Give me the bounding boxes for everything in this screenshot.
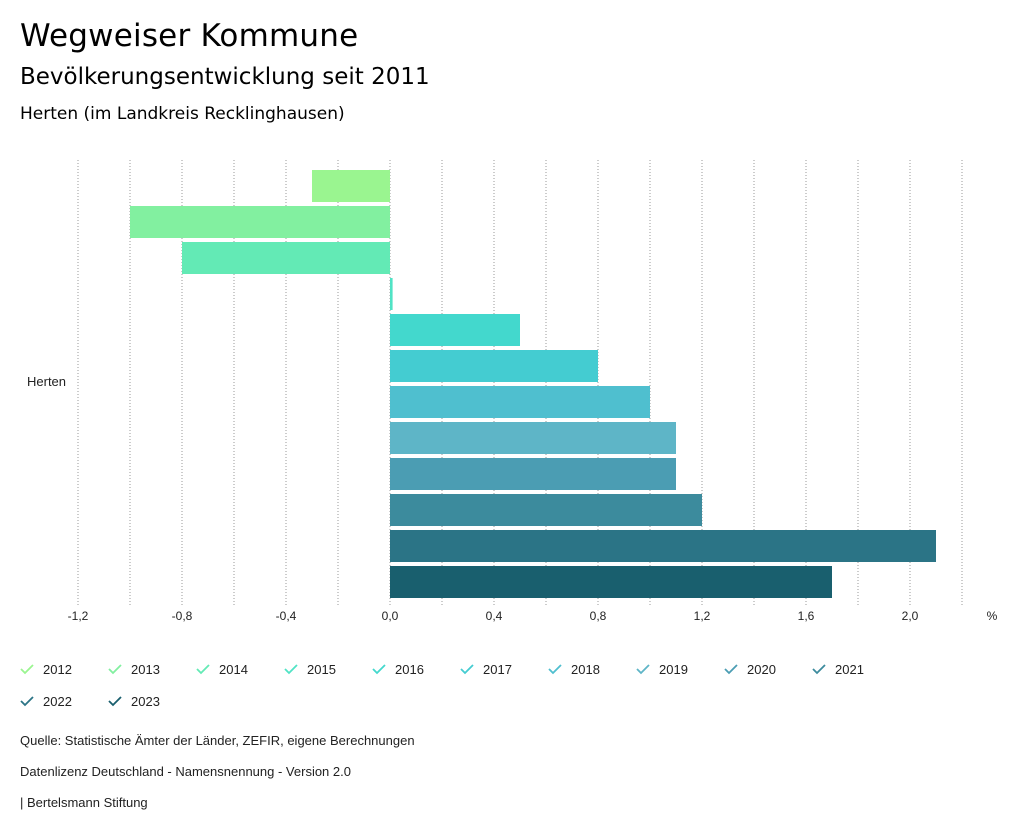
bar-2021[interactable] [390, 494, 702, 526]
check-icon [460, 664, 474, 675]
license-note: Datenlizenz Deutschland - Namensnennung … [20, 764, 351, 779]
legend-label: 2016 [395, 661, 424, 677]
bar-2015[interactable] [390, 278, 393, 310]
bar-2018[interactable] [390, 386, 650, 418]
x-tick-label: 0,0 [382, 609, 399, 623]
bar-2013[interactable] [130, 206, 390, 238]
x-tick-label: -0,4 [276, 609, 297, 623]
check-icon [812, 664, 826, 675]
legend-item-2017[interactable]: 2017 [460, 659, 512, 679]
x-tick-label: 0,4 [486, 609, 503, 623]
legend-label: 2014 [219, 661, 248, 677]
legend-label: 2020 [747, 661, 776, 677]
legend-label: 2022 [43, 693, 72, 709]
bar-2020[interactable] [390, 458, 676, 490]
legend-item-2019[interactable]: 2019 [636, 659, 688, 679]
check-icon [108, 664, 122, 675]
legend-item-2022[interactable]: 2022 [20, 691, 72, 711]
bar-2014[interactable] [182, 242, 390, 274]
legend-label: 2023 [131, 693, 160, 709]
legend-item-2014[interactable]: 2014 [196, 659, 248, 679]
legend-label: 2017 [483, 661, 512, 677]
check-icon [196, 664, 210, 675]
legend-label: 2015 [307, 661, 336, 677]
bar-2023[interactable] [390, 566, 832, 598]
legend-label: 2021 [835, 661, 864, 677]
unit-label: % [987, 609, 998, 623]
legend-label: 2018 [571, 661, 600, 677]
category-label: Herten [27, 374, 66, 389]
x-tick-label: -0,8 [172, 609, 193, 623]
check-icon [108, 696, 122, 707]
legend-label: 2013 [131, 661, 160, 677]
source-note: Quelle: Statistische Ämter der Länder, Z… [20, 733, 415, 748]
x-tick-label: 1,6 [798, 609, 815, 623]
bar-2016[interactable] [390, 314, 520, 346]
x-tick-label: 1,2 [694, 609, 711, 623]
check-icon [284, 664, 298, 675]
x-tick-label: -1,2 [68, 609, 89, 623]
check-icon [636, 664, 650, 675]
legend-label: 2012 [43, 661, 72, 677]
legend-item-2015[interactable]: 2015 [284, 659, 336, 679]
check-icon [372, 664, 386, 675]
legend-item-2013[interactable]: 2013 [108, 659, 160, 679]
check-icon [724, 664, 738, 675]
legend-item-2021[interactable]: 2021 [812, 659, 864, 679]
x-tick-label: 2,0 [902, 609, 919, 623]
region-label: Herten (im Landkreis Recklinghausen) [20, 104, 345, 124]
legend-item-2023[interactable]: 2023 [108, 691, 160, 711]
brand-note: | Bertelsmann Stiftung [20, 795, 148, 810]
bar-2019[interactable] [390, 422, 676, 454]
page-title: Wegweiser Kommune [20, 18, 359, 54]
check-icon [20, 664, 34, 675]
legend-item-2016[interactable]: 2016 [372, 659, 424, 679]
x-tick-label: 0,8 [590, 609, 607, 623]
check-icon [20, 696, 34, 707]
legend-item-2020[interactable]: 2020 [724, 659, 776, 679]
bar-2017[interactable] [390, 350, 598, 382]
bar-2012[interactable] [312, 170, 390, 202]
chart-subtitle: Bevölkerungsentwicklung seit 2011 [20, 64, 430, 90]
legend-label: 2019 [659, 661, 688, 677]
check-icon [548, 664, 562, 675]
legend-item-2018[interactable]: 2018 [548, 659, 600, 679]
bar-2022[interactable] [390, 530, 936, 562]
bar-chart: Herten -1,2 -0,8 -0,4 0,0 0,4 0,8 1,2 1,6 2,0% [27, 160, 998, 623]
legend-item-2012[interactable]: 2012 [20, 659, 72, 679]
